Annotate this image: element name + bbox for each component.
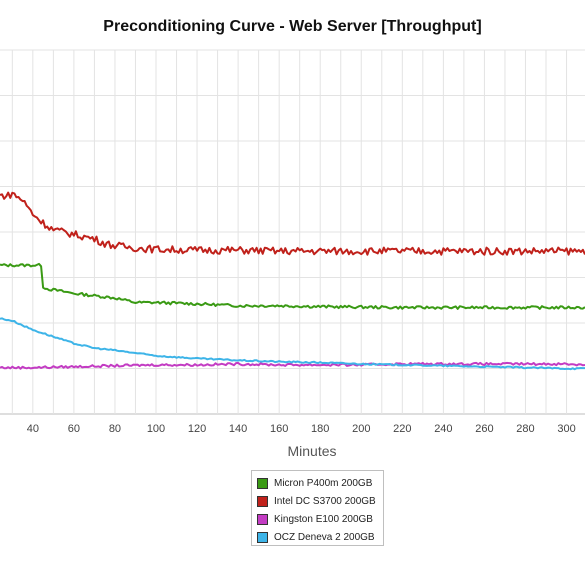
x-tick-label: 180 xyxy=(311,423,329,435)
legend-swatch xyxy=(257,531,268,543)
legend-item-kingston: Kingston E100 200GB xyxy=(257,510,383,528)
legend-item-ocz: OCZ Deneva 2 200GB xyxy=(257,528,383,546)
x-tick-label: 100 xyxy=(147,423,165,435)
x-tick-label: 80 xyxy=(109,423,121,435)
x-tick-label: 260 xyxy=(475,423,493,435)
legend-swatch xyxy=(257,495,268,507)
grid-lines xyxy=(0,49,585,415)
legend-swatch xyxy=(257,513,268,525)
x-tick-label: 280 xyxy=(516,423,534,435)
series-line-2 xyxy=(0,361,585,370)
chart-title: Preconditioning Curve - Web Server [Thro… xyxy=(103,18,482,35)
x-tick-label: 160 xyxy=(270,423,288,435)
series-line-0 xyxy=(0,262,585,310)
x-tick-label: 120 xyxy=(188,423,206,435)
series-line-1 xyxy=(0,191,585,256)
x-tick-label: 40 xyxy=(27,423,39,435)
series-lines xyxy=(0,191,585,371)
x-tick-label: 60 xyxy=(68,423,80,435)
legend-label: Intel DC S3700 200GB xyxy=(274,495,376,507)
x-tick-label: 140 xyxy=(229,423,247,435)
legend-label: Kingston E100 200GB xyxy=(274,513,373,525)
legend-label: OCZ Deneva 2 200GB xyxy=(274,531,375,543)
x-axis-ticks: 40 60 80 100 120 140 160 180 200 220 240 260 280 300 xyxy=(27,423,576,435)
legend-swatch xyxy=(257,477,268,489)
x-tick-label: 240 xyxy=(434,423,452,435)
series-line-3 xyxy=(0,317,585,371)
legend-label: Micron P400m 200GB xyxy=(274,477,373,489)
legend-item-micron: Micron P400m 200GB xyxy=(257,474,383,492)
x-axis-label: Minutes xyxy=(287,443,336,459)
x-tick-label: 200 xyxy=(352,423,370,435)
x-tick-label: 300 xyxy=(557,423,575,435)
legend-item-intel: Intel DC S3700 200GB xyxy=(257,492,383,510)
legend: Micron P400m 200GB Intel DC S3700 200GB … xyxy=(251,470,384,546)
x-tick-label: 220 xyxy=(393,423,411,435)
